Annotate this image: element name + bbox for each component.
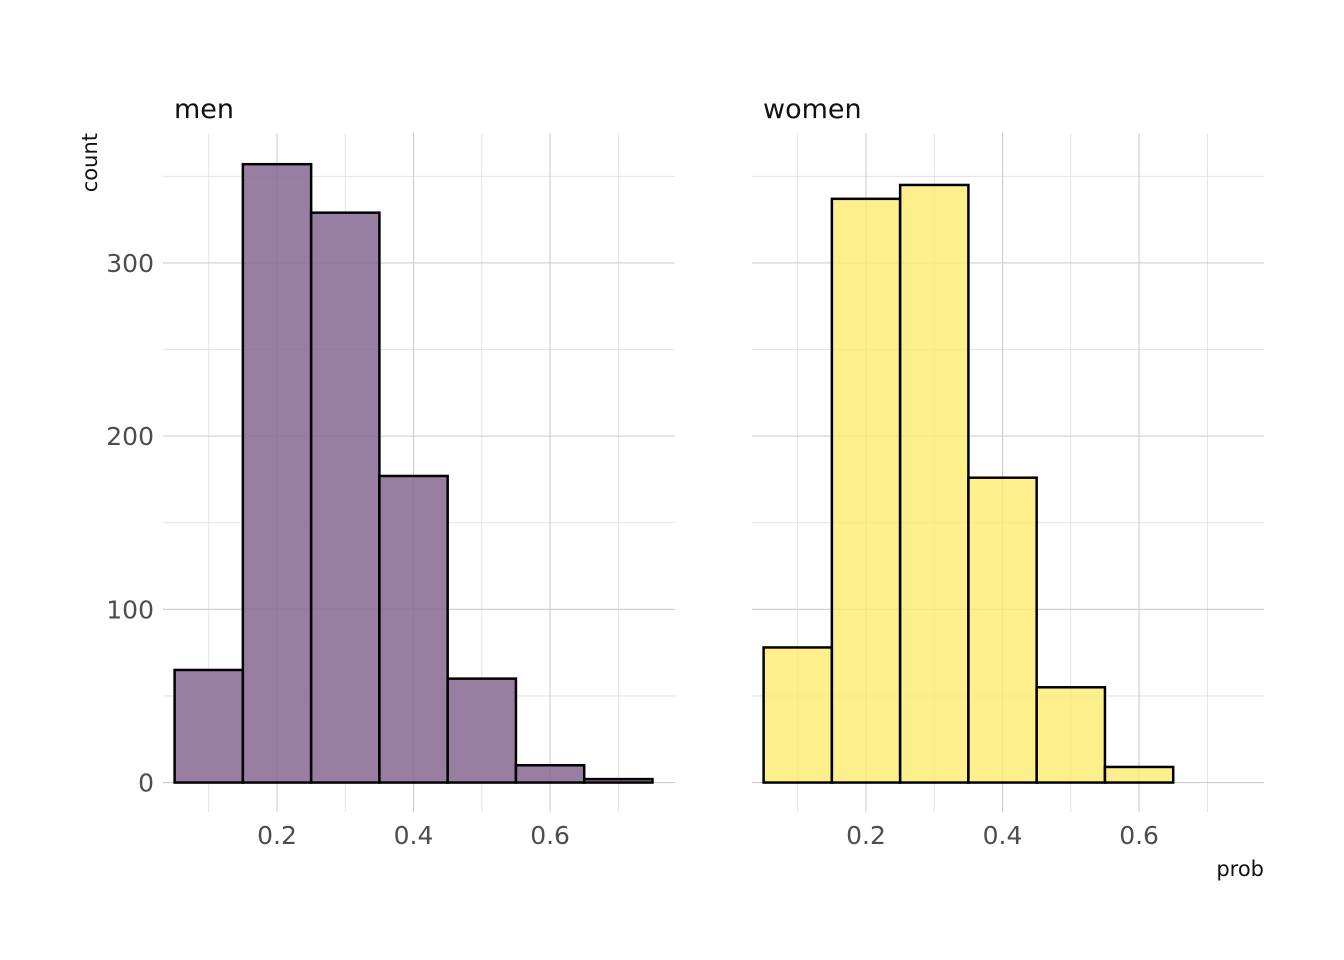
y-tick-label: 100 bbox=[106, 595, 154, 624]
x-axis-title: prob bbox=[1216, 857, 1264, 881]
histogram-bar bbox=[582, 777, 654, 784]
histogram-bar bbox=[898, 183, 970, 784]
x-tick-label: 0.6 bbox=[1119, 821, 1159, 850]
panel-men: 0.2 0.4 0.6 0 100 200 300 men count bbox=[78, 94, 675, 850]
y-axis-title: count bbox=[78, 133, 102, 192]
y-tick-label: 200 bbox=[106, 422, 154, 451]
histogram-bar bbox=[1035, 686, 1107, 784]
histogram-bar bbox=[830, 197, 902, 784]
panel-title: men bbox=[174, 94, 234, 125]
histogram-bar bbox=[446, 677, 518, 784]
histogram-bar bbox=[309, 211, 381, 784]
panel-title: women bbox=[763, 94, 862, 125]
histogram-bar bbox=[378, 474, 449, 784]
histogram-bar bbox=[173, 668, 245, 784]
x-tick-label: 0.4 bbox=[394, 821, 434, 850]
x-tick-label: 0.2 bbox=[846, 821, 886, 850]
histogram-bar bbox=[967, 476, 1038, 784]
y-tick-label: 300 bbox=[106, 249, 154, 278]
x-tick-label: 0.4 bbox=[983, 821, 1023, 850]
histogram-bar bbox=[762, 646, 834, 784]
histogram-bar bbox=[514, 763, 586, 784]
histogram-bar bbox=[241, 162, 313, 784]
histogram-bar bbox=[1103, 765, 1175, 784]
x-tick-label: 0.6 bbox=[530, 821, 570, 850]
y-tick-label: 0 bbox=[138, 769, 154, 798]
x-tick-label: 0.2 bbox=[257, 821, 297, 850]
panel-women: 0.2 0.4 0.6 women prob bbox=[752, 94, 1264, 881]
